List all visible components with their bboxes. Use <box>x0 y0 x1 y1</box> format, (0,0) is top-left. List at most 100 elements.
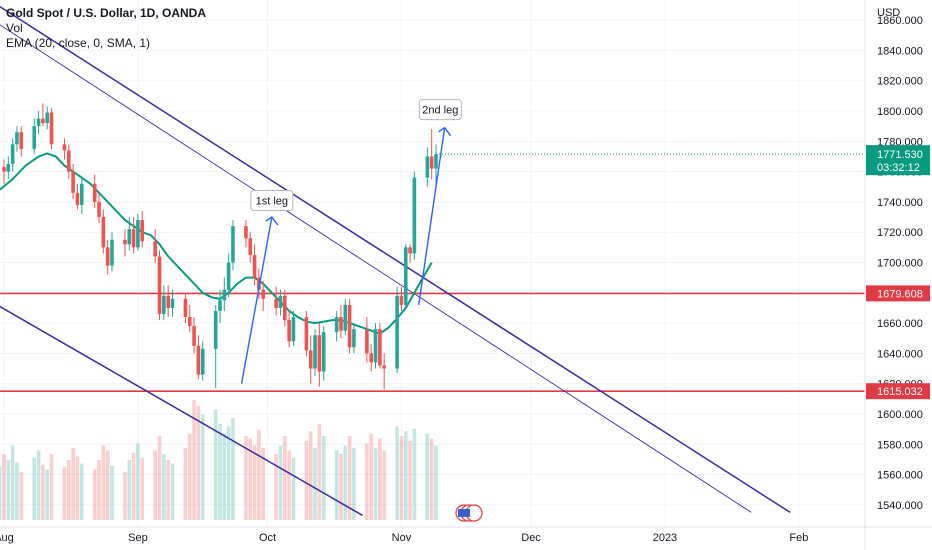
candle <box>49 108 54 149</box>
candle-body <box>291 317 296 342</box>
candle-body <box>67 150 71 172</box>
volume-bars <box>0 400 438 520</box>
candle-body <box>71 171 75 193</box>
volume-bar <box>334 450 339 520</box>
candle <box>218 289 222 324</box>
candle-body <box>41 118 45 124</box>
candle-body <box>434 154 438 169</box>
volume-bar <box>222 433 227 520</box>
candle <box>343 298 348 336</box>
volume-bar <box>304 440 309 520</box>
volume-bar <box>226 426 231 520</box>
candle-body <box>252 254 257 278</box>
volume-indicator-label[interactable]: Vol <box>6 21 23 35</box>
candle-body <box>244 226 248 239</box>
candle-body <box>287 320 291 342</box>
candle-body <box>365 329 369 354</box>
time-tick-label: Aug <box>0 532 14 544</box>
candle <box>395 286 399 374</box>
volume-bar <box>213 409 218 520</box>
volume-bar <box>373 448 378 520</box>
candle <box>153 229 157 263</box>
price-tick-label: 1580.000 <box>877 439 923 451</box>
candle <box>352 323 356 354</box>
candle <box>200 341 205 381</box>
volume-bar <box>97 460 101 520</box>
candle-body <box>123 239 127 245</box>
candle <box>140 211 145 248</box>
candle-body <box>10 144 15 165</box>
leg-arrowhead <box>438 126 452 137</box>
candle <box>347 298 352 354</box>
leg-line <box>418 127 446 306</box>
candle <box>425 147 430 187</box>
candle-body <box>79 183 84 205</box>
volume-bar <box>62 467 67 520</box>
current-price-label: 1771.530 <box>877 149 923 161</box>
volume-bar <box>283 436 287 520</box>
candle-body <box>429 156 434 169</box>
volume-bar <box>67 460 71 520</box>
volume-bar <box>15 462 19 520</box>
candle <box>248 232 253 263</box>
volume-bar <box>231 418 235 520</box>
annotation-box <box>250 190 294 212</box>
volume-bar <box>347 436 352 520</box>
volume-bar <box>403 431 408 520</box>
candle <box>231 220 235 271</box>
volume-bar <box>36 450 41 520</box>
symbol-title: Gold Spot / U.S. Dollar, 1D, OANDA <box>6 6 207 20</box>
candle <box>308 335 313 384</box>
candle-body <box>49 112 54 145</box>
candle-body <box>218 300 222 311</box>
chart-legend: Gold Spot / U.S. Dollar, 1D, OANDA Vol E… <box>6 6 206 51</box>
candle <box>123 229 127 257</box>
candle <box>313 329 317 377</box>
candle <box>127 217 132 251</box>
candle-body <box>382 365 386 369</box>
volume-bar <box>313 448 317 520</box>
volume-bar <box>352 448 356 520</box>
candle <box>429 129 434 180</box>
price-tick-label: 1740.000 <box>877 197 923 209</box>
candle <box>334 310 339 342</box>
candle-body <box>131 229 136 248</box>
candle-body <box>343 304 348 331</box>
volume-bar <box>252 445 257 520</box>
volume-bar <box>339 454 343 520</box>
candle <box>283 289 287 327</box>
volume-bar <box>49 454 54 520</box>
candle-body <box>136 220 140 248</box>
candle <box>274 286 278 316</box>
candle-body <box>278 295 283 308</box>
volume-bar <box>19 472 24 520</box>
candle-body <box>183 298 188 318</box>
volume-bar <box>10 445 15 520</box>
candle-body <box>127 229 132 245</box>
volume-bar <box>41 464 45 520</box>
candle <box>41 103 45 127</box>
candle-body <box>373 329 378 363</box>
candle-body <box>321 332 326 372</box>
candle <box>373 323 378 369</box>
time-axis: Aug Sep Oct Nov Dec 2023 Feb <box>0 532 808 544</box>
volume-bar <box>196 406 201 520</box>
volume-bar <box>408 440 412 520</box>
ema-indicator-label[interactable]: EMA (20, close, 0, SMA, 1) <box>6 36 151 50</box>
candle <box>45 106 49 130</box>
time-tick-label: Feb <box>789 532 808 544</box>
candle <box>378 323 382 369</box>
candle <box>97 192 101 224</box>
time-tick-label: Nov <box>392 532 412 544</box>
candle-body <box>200 348 205 375</box>
price-tick-label: 1820.000 <box>877 76 923 88</box>
trend-channel-line <box>0 5 791 514</box>
volume-bar <box>395 426 399 520</box>
candle <box>71 164 75 199</box>
volume-bar <box>157 436 162 520</box>
level-tag-label: 1615.032 <box>877 386 923 398</box>
volume-bar <box>287 450 291 520</box>
candle <box>6 156 11 180</box>
